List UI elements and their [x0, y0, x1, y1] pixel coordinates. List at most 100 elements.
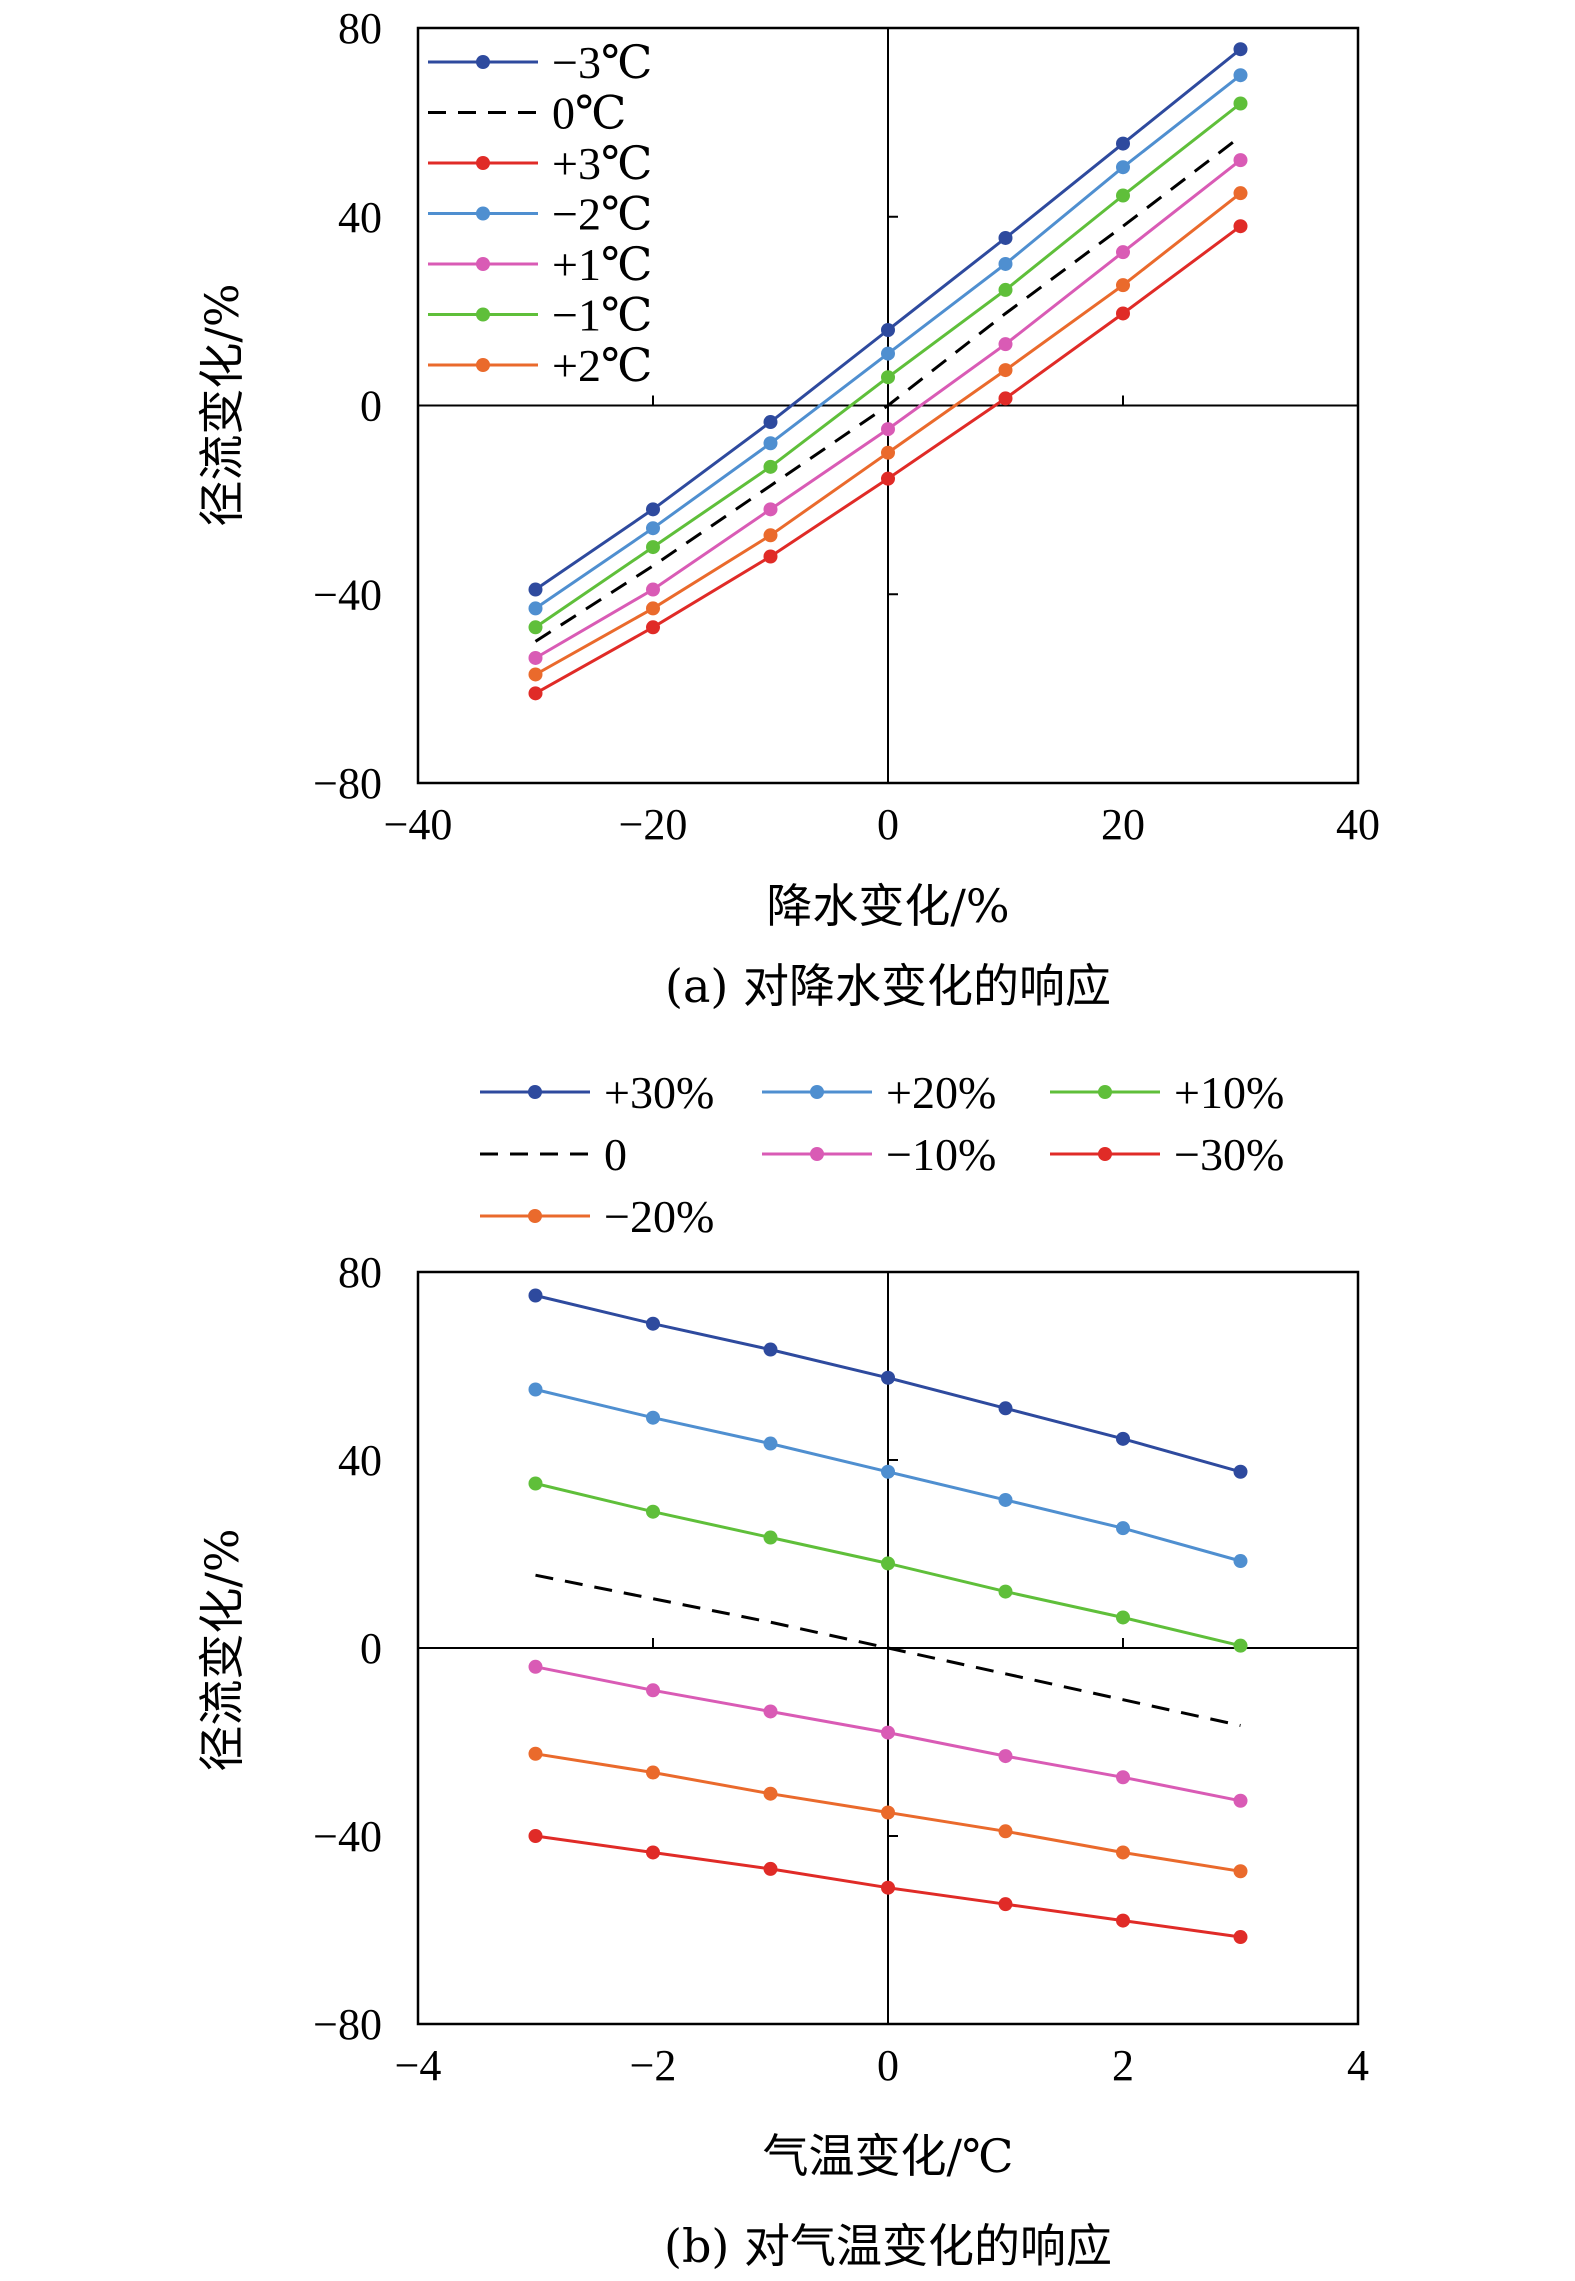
- data-point: [1116, 1913, 1130, 1928]
- y-tick-label: −80: [313, 2000, 382, 2049]
- chart-b-xtick-labels: −4 −2 0 2 4: [395, 2041, 1369, 2090]
- y-tick-label: 40: [338, 1436, 382, 1485]
- legend-marker: [810, 1147, 824, 1161]
- series-1: [528, 42, 1248, 597]
- data-point: [528, 650, 543, 665]
- data-point: [1116, 1610, 1130, 1625]
- series-line: [534, 135, 1242, 643]
- legend-marker: [1098, 1085, 1112, 1099]
- data-point: [528, 1659, 543, 1674]
- series-6: [528, 96, 1248, 635]
- data-point: [881, 445, 895, 460]
- legend-marker: [476, 156, 490, 170]
- data-point: [998, 1749, 1013, 1764]
- legend-entry: −2℃: [428, 189, 652, 240]
- data-point: [1233, 1464, 1248, 1479]
- legend-entry: −3℃: [428, 37, 652, 88]
- data-point: [646, 540, 660, 555]
- chart-b-legend: +30% +20% +10% 0 −10% −30% −20%: [480, 1067, 1284, 1242]
- legend-label: +30%: [604, 1067, 714, 1118]
- data-point: [998, 1897, 1013, 1912]
- y-tick-label: −40: [313, 1812, 382, 1861]
- data-point: [998, 363, 1013, 378]
- x-tick-label: −40: [384, 800, 453, 849]
- chart-a-xlabel: 降水变化/%: [766, 879, 1009, 933]
- data-point: [1116, 278, 1130, 293]
- data-point: [528, 1288, 543, 1303]
- data-point: [763, 1704, 778, 1719]
- chart-a-caption: (a) 对降水变化的响应: [665, 959, 1111, 1013]
- data-point: [528, 1476, 543, 1491]
- data-point: [881, 323, 895, 337]
- data-point: [1116, 188, 1130, 203]
- data-point: [1233, 1864, 1248, 1879]
- data-point: [998, 256, 1013, 271]
- data-point: [763, 1861, 778, 1876]
- legend-label: +2℃: [552, 340, 652, 391]
- data-point: [763, 1342, 778, 1357]
- x-tick-label: 40: [1336, 800, 1380, 849]
- series-5: [528, 1659, 1248, 1808]
- data-point: [881, 1880, 895, 1895]
- legend-entry: +10%: [1050, 1067, 1284, 1118]
- data-point: [998, 391, 1013, 406]
- data-point: [1233, 96, 1248, 111]
- series-2: [534, 135, 1242, 643]
- legend-label: +10%: [1174, 1067, 1284, 1118]
- x-tick-label: 20: [1101, 800, 1145, 849]
- legend-label: 0: [604, 1129, 627, 1180]
- legend-marker: [1098, 1147, 1112, 1161]
- legend-label: −30%: [1174, 1129, 1284, 1180]
- y-tick-label: 80: [338, 4, 382, 53]
- data-point: [1116, 306, 1130, 321]
- data-point: [998, 1401, 1013, 1416]
- data-point: [1233, 1930, 1248, 1945]
- legend-label: −20%: [604, 1191, 714, 1242]
- chart-b-xlabel: 气温变化/℃: [763, 2129, 1014, 2183]
- legend-entry: −30%: [1050, 1129, 1284, 1180]
- legend-entry: +2℃: [428, 340, 652, 391]
- series-3: [528, 1476, 1248, 1653]
- chart-b-series: [528, 1288, 1248, 1945]
- data-point: [1233, 153, 1248, 168]
- x-tick-label: 4: [1347, 2041, 1369, 2090]
- series-7: [528, 1746, 1248, 1879]
- data-point: [1116, 1770, 1130, 1785]
- data-point: [646, 601, 660, 616]
- x-tick-label: 2: [1112, 2041, 1134, 2090]
- legend-entry: +1℃: [428, 239, 652, 290]
- data-point: [763, 1786, 778, 1801]
- y-tick-label: 80: [338, 1248, 382, 1297]
- data-point: [528, 667, 543, 682]
- legend-label: 0℃: [552, 88, 626, 139]
- data-point: [763, 415, 778, 430]
- x-tick-label: −2: [630, 2041, 677, 2090]
- legend-label: +3℃: [552, 138, 652, 189]
- legend-entry: +3℃: [428, 138, 652, 189]
- data-point: [646, 1845, 660, 1860]
- series-5: [528, 153, 1248, 665]
- legend-marker: [476, 206, 490, 221]
- data-point: [528, 601, 543, 616]
- data-point: [1116, 1521, 1130, 1536]
- data-point: [646, 521, 660, 536]
- legend-entry: 0: [480, 1129, 627, 1180]
- data-point: [763, 528, 778, 543]
- data-point: [1116, 1845, 1130, 1860]
- data-point: [1233, 1554, 1248, 1569]
- data-point: [998, 230, 1013, 245]
- legend-label: −1℃: [552, 290, 652, 341]
- legend-entry: −10%: [762, 1129, 996, 1180]
- legend-entry: 0℃: [428, 88, 626, 139]
- chart-a-xtick-labels: −40 −20 0 20 40: [384, 800, 1380, 849]
- legend-marker: [528, 1209, 542, 1223]
- chart-a-legend: −3℃0℃+3℃−2℃+1℃−1℃+2℃: [428, 37, 652, 391]
- x-tick-label: −4: [395, 2041, 442, 2090]
- chart-b-ytick-labels: 80 40 0 −40 −80: [313, 1248, 382, 2049]
- data-point: [1116, 1431, 1130, 1446]
- data-point: [881, 1725, 895, 1740]
- data-point: [1233, 1793, 1248, 1808]
- data-point: [646, 1410, 660, 1425]
- legend-marker: [528, 1085, 542, 1099]
